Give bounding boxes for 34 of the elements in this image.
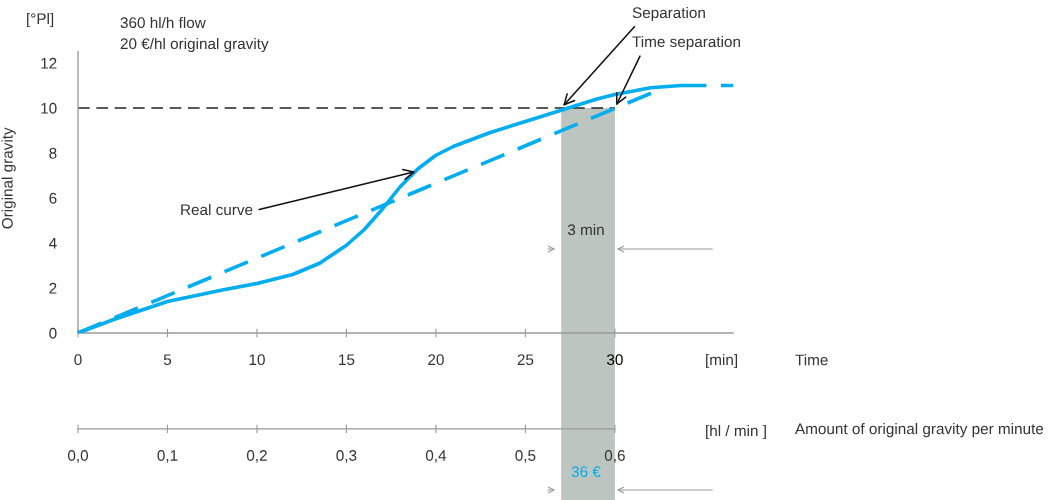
x2-tick-label: 0,3	[336, 450, 357, 463]
y-tick-label: 6	[49, 192, 57, 204]
x-tick-label: 25	[517, 354, 534, 366]
text: [°Pl]	[27, 12, 54, 28]
x-axis-title: Time	[795, 354, 828, 366]
annotation: Real curve	[181, 203, 253, 216]
x2-tick-label: 0,0	[67, 450, 89, 463]
x2-tick-label: 0,5	[515, 450, 536, 463]
y-tick-label: 4	[49, 238, 57, 249]
x2-tick-label: 0,6	[604, 450, 625, 463]
annotation: 3 min	[567, 223, 604, 236]
x-tick-label: 10	[249, 354, 265, 366]
x-tick-label: 15	[339, 354, 355, 366]
x-tick-label: 20	[428, 354, 444, 366]
y-tick-label: 0	[49, 327, 57, 339]
y-tick-label: 8	[49, 147, 57, 159]
x-tick-label: 30	[606, 354, 623, 366]
text: [hl / min ]	[706, 424, 766, 440]
x2-tick-label: 0,2	[246, 450, 267, 463]
text: [min]	[706, 353, 738, 369]
annotation: Time separation	[632, 35, 740, 51]
annotation: Separation	[632, 6, 705, 22]
annotation: 20 €/hl original gravity	[120, 37, 269, 53]
text: 36 €	[571, 466, 601, 478]
x2-tick-label: 0,4	[425, 450, 447, 463]
y-tick-label: 12	[41, 57, 57, 69]
x2-tick-label: 0,1	[157, 450, 178, 463]
y-tick-label: 2	[49, 282, 57, 294]
y-axis-title: Original gravity	[1, 127, 16, 229]
x2-axis-title: Amount of original gravity per minute	[795, 423, 1044, 438]
x-tick-label: 0	[74, 354, 82, 366]
y-tick-label: 10	[41, 102, 57, 114]
x-tick-label: 5	[163, 354, 172, 366]
text: 360 hl/h flow	[120, 16, 206, 29]
